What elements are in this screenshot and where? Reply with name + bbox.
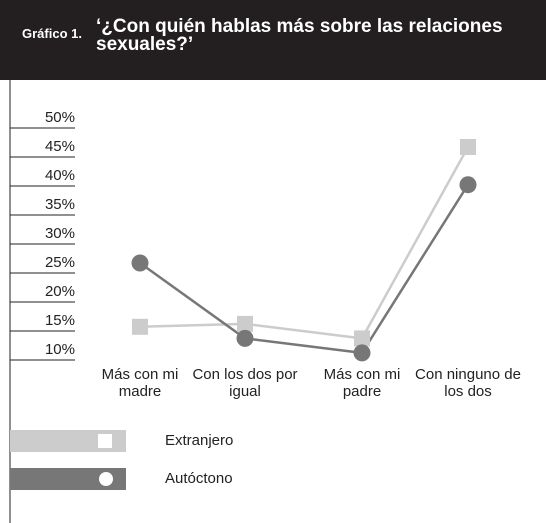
y-tick-label: 15%	[45, 312, 75, 329]
y-tick-label: 30%	[45, 225, 75, 242]
legend-swatch	[10, 430, 126, 452]
x-tick-label: Más con mi madre	[101, 366, 179, 400]
header: Gráfico 1. ‘¿Con quién hablas más sobre …	[0, 0, 546, 80]
point	[131, 254, 149, 272]
point	[237, 315, 253, 332]
point	[354, 330, 370, 347]
y-tick-label: 50%	[45, 109, 75, 126]
series-line	[139, 184, 470, 355]
legend-marker	[98, 434, 112, 448]
x-tick-label: Más con mi padre	[323, 366, 401, 400]
legend-label: Autóctono	[165, 470, 233, 487]
legend-label: Extranjero	[165, 432, 234, 449]
chart-title: ‘¿Con quién hablas más sobre las relacio…	[96, 16, 503, 55]
series-line	[139, 146, 470, 340]
x-tick-label: Con ninguno de los dos	[415, 366, 521, 400]
y-tick-label: 25%	[45, 254, 75, 271]
y-tick-label: 35%	[45, 196, 75, 213]
point	[460, 139, 476, 155]
legend-swatch	[10, 468, 126, 490]
y-tick-label: 45%	[45, 138, 75, 155]
legend-marker	[99, 472, 113, 486]
y-tick-label: 20%	[45, 283, 75, 300]
chart-label: Gráfico 1.	[22, 26, 82, 41]
point	[236, 329, 254, 347]
point	[353, 344, 371, 362]
y-tick-label: 10%	[45, 341, 75, 358]
y-tick-label: 40%	[45, 167, 75, 184]
point	[459, 176, 477, 194]
x-tick-label: Con los dos por igual	[192, 366, 298, 400]
point	[132, 318, 148, 335]
